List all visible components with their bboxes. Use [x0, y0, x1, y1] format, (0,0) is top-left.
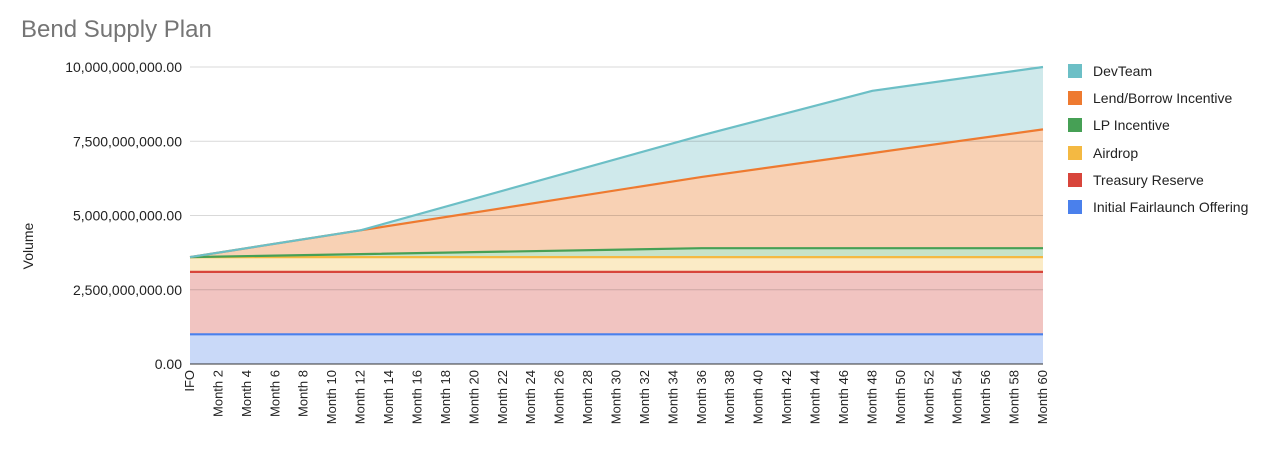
- x-tick-label: Month 20: [466, 370, 481, 424]
- x-tick-label: Month 34: [665, 370, 680, 424]
- x-tick-label: IFO: [182, 370, 197, 392]
- legend-item: Treasury Reserve: [1068, 166, 1248, 193]
- legend-label: Initial Fairlaunch Offering: [1093, 199, 1249, 216]
- x-tick-label: Month 18: [438, 370, 453, 424]
- x-tick-label: Month 38: [722, 370, 737, 424]
- line-lp-incentive: [189, 247, 1043, 259]
- legend-swatch: [1068, 172, 1082, 187]
- legend-item: Airdrop: [1068, 139, 1248, 166]
- legend-swatch: [1068, 200, 1082, 215]
- x-tick-label: Month 54: [950, 370, 965, 424]
- legend-item: Initial Fairlaunch Offering: [1068, 193, 1248, 220]
- x-tick-label: Month 60: [1035, 370, 1050, 424]
- x-tick-label: Month 52: [921, 370, 936, 424]
- x-tick-label: Month 42: [779, 370, 794, 424]
- legend-swatch: [1068, 63, 1082, 78]
- y-tick-label: 10,000,000,000.00: [65, 59, 182, 75]
- x-tick-label: Month 22: [495, 370, 510, 424]
- legend-label: DevTeam: [1093, 62, 1153, 79]
- legend-label: LP Incentive: [1093, 117, 1170, 134]
- area-initial-fairlaunch-offering: [190, 334, 1043, 364]
- x-tick-label: Month 8: [296, 370, 311, 417]
- legend-item: DevTeam: [1068, 57, 1248, 84]
- y-tick-label: 5,000,000,000.00: [73, 208, 182, 224]
- x-tick-label: Month 46: [836, 370, 851, 424]
- legend-label: Airdrop: [1093, 144, 1139, 161]
- x-tick-label: Month 6: [267, 370, 282, 417]
- x-tick-label: Month 50: [893, 370, 908, 424]
- legend-label: Lend/Borrow Incentive: [1093, 89, 1233, 106]
- x-tick-label: Month 28: [580, 370, 595, 424]
- area-lp-incentive: [190, 248, 1043, 258]
- legend: DevTeam Lend/Borrow Incentive LP Incentive…: [1068, 57, 1248, 221]
- x-tick-label: Month 40: [751, 370, 766, 424]
- x-tick-label: Month 24: [523, 370, 538, 424]
- y-tick-label: 7,500,000,000.00: [73, 133, 182, 149]
- x-tick-label: Month 26: [552, 370, 567, 424]
- legend-label: Treasury Reserve: [1093, 171, 1204, 188]
- legend-swatch: [1068, 145, 1082, 160]
- area-lend-borrow-incentive: [190, 129, 1043, 258]
- area-chart: 0.00 2,500,000,000.00 5,000,000,000.00 7,50…: [20, 59, 1050, 424]
- x-tick-label: Month 30: [609, 370, 624, 424]
- x-tick-label: Month 56: [978, 370, 993, 424]
- line-devteam: [189, 65, 1044, 259]
- area-treasury-reserve: [190, 271, 1043, 335]
- x-tick-label: Month 44: [808, 370, 823, 424]
- x-tick-label: Month 16: [409, 370, 424, 424]
- x-tick-label: Month 32: [637, 370, 652, 424]
- chart-title: Bend Supply Plan: [21, 16, 212, 43]
- x-tick-label: Month 10: [324, 370, 339, 424]
- y-axis-title: Volume: [20, 222, 36, 269]
- x-tick-label: Month 4: [239, 370, 254, 417]
- x-tick-label: Month 48: [864, 370, 879, 424]
- area-devteam: [190, 67, 1043, 258]
- legend-item: LP Incentive: [1068, 112, 1248, 139]
- legend-swatch: [1068, 118, 1082, 133]
- y-tick-label: 2,500,000,000.00: [73, 282, 182, 298]
- x-tick-label: Month 12: [353, 370, 368, 424]
- x-tick-label: Month 58: [1007, 370, 1022, 424]
- x-tick-label: Month 2: [210, 370, 225, 417]
- legend-item: Lend/Borrow Incentive: [1068, 84, 1248, 111]
- legend-swatch: [1068, 90, 1082, 105]
- x-tick-label: Month 36: [694, 370, 709, 424]
- y-tick-label: 0.00: [155, 356, 182, 372]
- area-airdrop: [190, 257, 1043, 272]
- x-tick-label: Month 14: [381, 370, 396, 424]
